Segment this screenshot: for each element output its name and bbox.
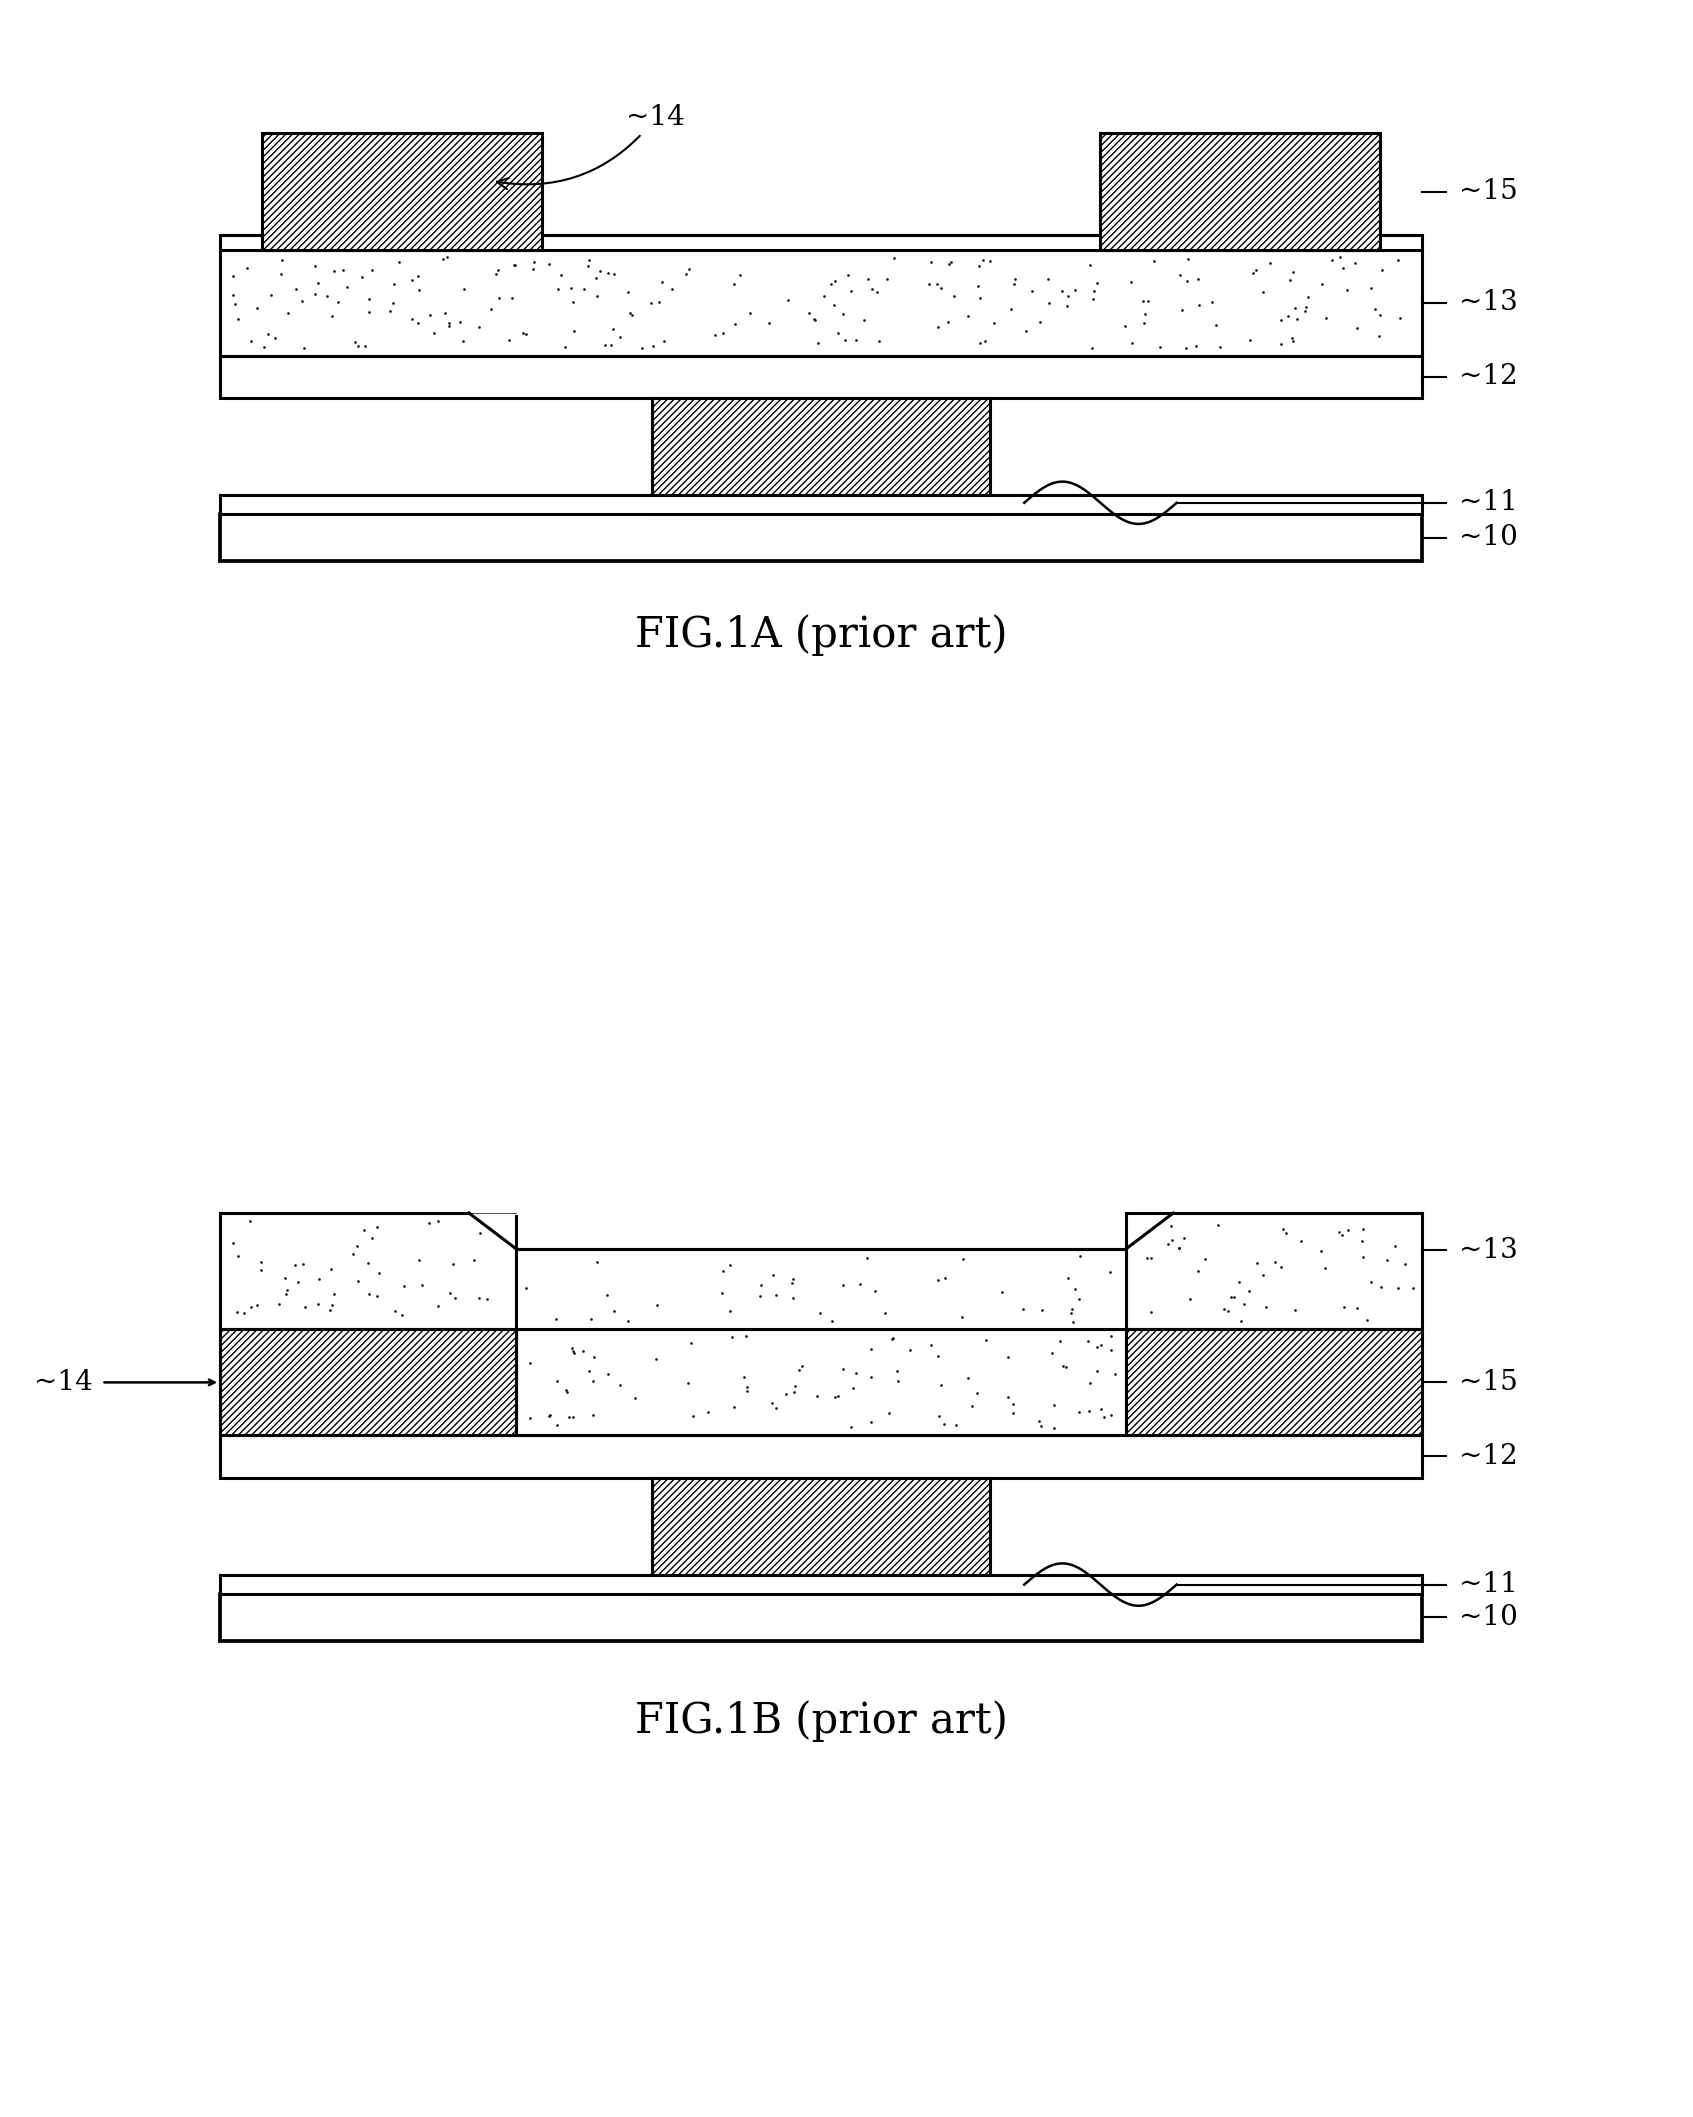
Bar (220, 1435, 1422, 1478)
Text: ~12: ~12 (1459, 1444, 1519, 1469)
Text: ~10: ~10 (1459, 1605, 1519, 1630)
Text: ~14: ~14 (34, 1370, 93, 1395)
Bar (220, 1213, 516, 1329)
Bar (652, 1478, 990, 1594)
Text: ~13: ~13 (1459, 1236, 1519, 1264)
Bar (652, 398, 990, 514)
Text: ~15: ~15 (1459, 1370, 1519, 1395)
Bar (220, 495, 1422, 514)
Bar (220, 1594, 1422, 1641)
Bar (516, 1329, 1126, 1435)
Bar (262, 133, 542, 250)
Text: ~11: ~11 (1459, 489, 1519, 517)
Text: FIG.1A (prior art): FIG.1A (prior art) (635, 614, 1007, 656)
Bar (220, 356, 1422, 398)
Text: ~15: ~15 (1459, 178, 1519, 205)
Text: ~14: ~14 (496, 104, 686, 188)
Bar (220, 235, 1422, 250)
Text: ~11: ~11 (1459, 1571, 1519, 1598)
Text: ~10: ~10 (1459, 525, 1519, 550)
Text: ~13: ~13 (1459, 290, 1519, 315)
Bar (1126, 1213, 1422, 1329)
Bar (220, 250, 1422, 356)
Bar (1100, 133, 1380, 250)
Bar (220, 1575, 1422, 1594)
Bar (1126, 1329, 1422, 1435)
Text: FIG.1B (prior art): FIG.1B (prior art) (635, 1700, 1007, 1742)
Bar (220, 1329, 516, 1435)
Bar (220, 514, 1422, 561)
Text: ~12: ~12 (1459, 364, 1519, 390)
Bar (516, 1249, 1126, 1329)
